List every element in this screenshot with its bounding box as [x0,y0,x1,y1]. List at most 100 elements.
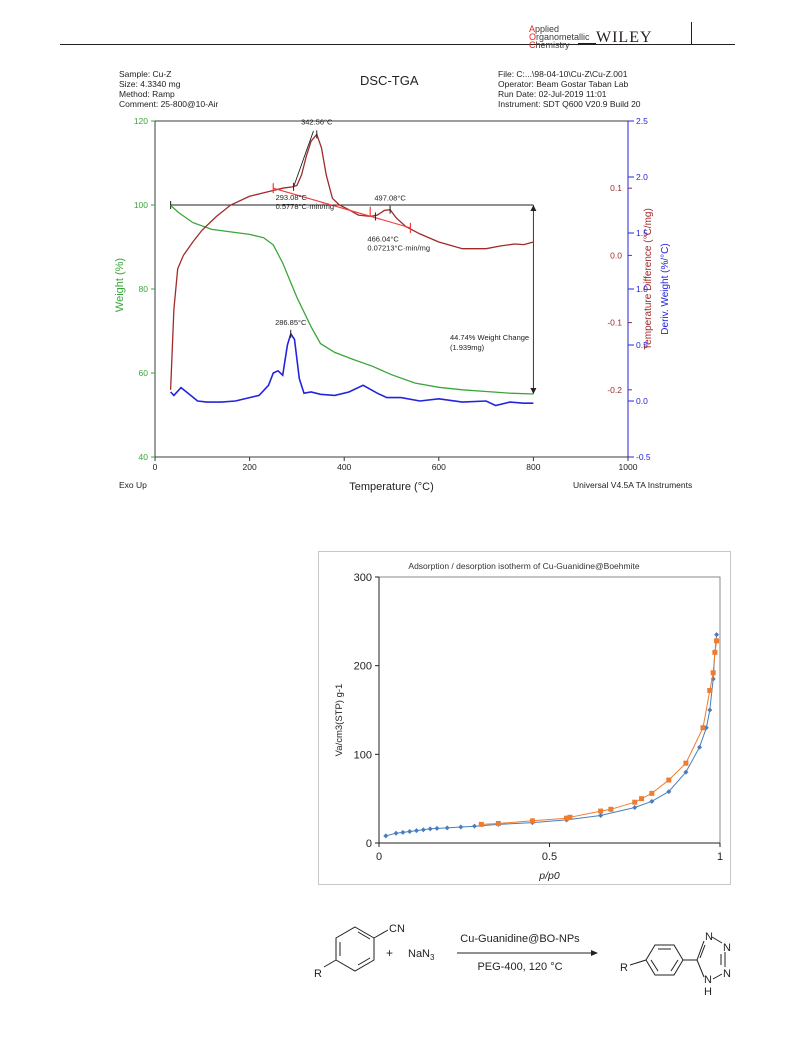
isotherm-point-desorption [714,638,720,644]
tga-left-axis-label: Weight (%) [114,258,126,312]
isotherm-line-adsorption [385,634,718,837]
reagent-label: NaN3 [408,948,435,962]
isotherm-point-desorption [639,796,645,802]
tga-annotation-onset_293: 0.5778°C·min/mg [276,202,334,211]
product-benzene-ring [629,944,697,976]
isotherm-point-desorption [632,799,638,805]
publisher-bar [691,22,692,44]
isotherm-point-desorption [649,790,655,796]
tga-right1-axis-label: Temperature Difference (°C/mg) [643,208,654,350]
tga-right2-tick-label: 2.5 [636,116,648,126]
isotherm-point-desorption [567,814,573,820]
tga-right2-tick-label: 2.0 [636,172,648,182]
isotherm-point-desorption [712,649,718,655]
isotherm-point-desorption [710,670,716,676]
isotherm-point-adsorption [444,825,450,831]
reactant-benzene-ring [323,926,389,972]
tga-left-tick-label: 80 [139,284,149,294]
tga-right2-tick-label: 0.5 [636,340,648,350]
isotherm-point-desorption [707,687,713,693]
tga-x-tick-label: 0 [153,462,158,472]
tga-title: DSC-TGA [360,73,419,88]
isotherm-point-adsorption [683,769,689,775]
isotherm-chart: Adsorption / desorption isotherm of Cu-G… [334,561,723,882]
isotherm-point-adsorption [383,833,389,839]
tga-meta-left: Sample: Cu-Z Size: 4.3340 mg Method: Ram… [119,69,219,109]
tetrazole-n1: N [705,931,713,943]
isotherm-point-desorption [598,808,604,814]
tetrazole-nh: N [704,974,712,986]
isotherm-plot-frame [378,576,721,844]
tga-series-dsc [169,133,534,390]
isotherm-point-desorption [666,777,672,783]
isotherm-point-desorption [564,815,570,821]
tga-annotation-onset_293: 293.08°C [276,193,308,202]
publisher-logo: WILEY [596,29,653,46]
tga-right1-tick-label: -0.2 [607,385,622,395]
isotherm-point-adsorption [649,798,655,804]
tga-left-tick-label: 100 [134,200,148,210]
tga-right1-tick-label: -0.1 [607,318,622,328]
nitrile-label: CN [389,923,405,935]
isotherm-point-adsorption [697,744,703,750]
arrow-bottom-label: PEG-400, 120 °C [477,961,562,973]
tga-annotation-onset_466: 466.04°C [367,234,399,243]
isotherm-point-adsorption [666,789,672,795]
tga-annotation-peak_497: 497.08°C [374,194,406,203]
tga-annotation-onset_466: 0.07213°C·min/mg [367,243,430,252]
isotherm-y-tick-label: 300 [354,572,372,584]
isotherm-point-desorption [495,820,501,826]
isotherm-frame [318,551,731,885]
isotherm-point-adsorption [414,828,420,834]
tga-x-tick-label: 200 [243,462,257,472]
tga-x-tick-label: 600 [432,462,446,472]
tga-series-deriv [170,331,534,407]
isotherm-y-axis-label: Va/cm3(STP) g-1 [334,684,345,757]
tga-left-tick-label: 120 [134,116,148,126]
isotherm-point-adsorption [400,829,406,835]
isotherm-point-desorption [700,725,706,731]
isotherm-x-tick-label: 0.5 [542,851,557,863]
publisher-dash [578,43,596,44]
tga-chart: 0 200 400 600 800 1000 Temperature (°C) 40 60 80 1… [114,116,671,493]
header-rule [60,44,735,45]
tga-right2-tick-label: 1.0 [636,284,648,294]
tetrazole-n3: N [723,968,731,980]
tga-annotation-peak_342: 342.56°C [301,117,333,126]
tga-meta-right: File: C:...\98-04-10\Cu-Z\Cu-Z.001 Opera… [498,69,641,109]
tga-right2-tick-label: -0.5 [636,452,651,462]
isotherm-point-adsorption [471,823,477,829]
isotherm-point-desorption [478,821,484,827]
isotherm-y-tick-label: 200 [354,661,372,673]
isotherm-point-adsorption [707,707,713,713]
isotherm-point-adsorption [714,632,720,638]
tetrazole-ring [696,936,726,980]
isotherm-point-adsorption [632,805,638,811]
isotherm-y-tick-label: 0 [366,838,372,850]
isotherm-x-tick-label: 1 [717,851,723,863]
tga-footer-right: Universal V4.5A TA Instruments [573,480,693,490]
isotherm-line-desorption [481,640,718,825]
arrow-top-label: Cu-Guanidine@BO-NPs [460,933,580,945]
tga-x-axis-label: Temperature (°C) [349,481,433,493]
tga-right2-tick-label: 1.5 [636,228,648,238]
isotherm-x-tick-label: 0 [376,851,382,863]
isotherm-x-axis-label: p/p0 [538,870,560,882]
isotherm-point-desorption [529,818,535,824]
tga-x-tick-label: 800 [526,462,540,472]
plus-sign: + [386,946,393,960]
tga-right1-tick-label: 0.1 [610,183,622,193]
isotherm-title: Adsorption / desorption isotherm of Cu-G… [408,561,639,571]
tga-tangent-line [273,187,411,229]
isotherm-point-desorption [683,760,689,766]
tga-series-weight [170,204,534,395]
isotherm-point-adsorption [458,824,464,830]
reaction-arrowhead [591,950,598,956]
isotherm-point-desorption [608,806,614,812]
tga-footer-left: Exo Up [119,480,147,490]
tga-x-tick-label: 400 [337,462,351,472]
tga-bracket-arrow-top [530,205,537,211]
tga-bracket-arrow-bottom [530,388,537,394]
isotherm-point-adsorption [420,827,426,833]
tga-annotation-peak_286: 286.85°C [275,318,307,327]
